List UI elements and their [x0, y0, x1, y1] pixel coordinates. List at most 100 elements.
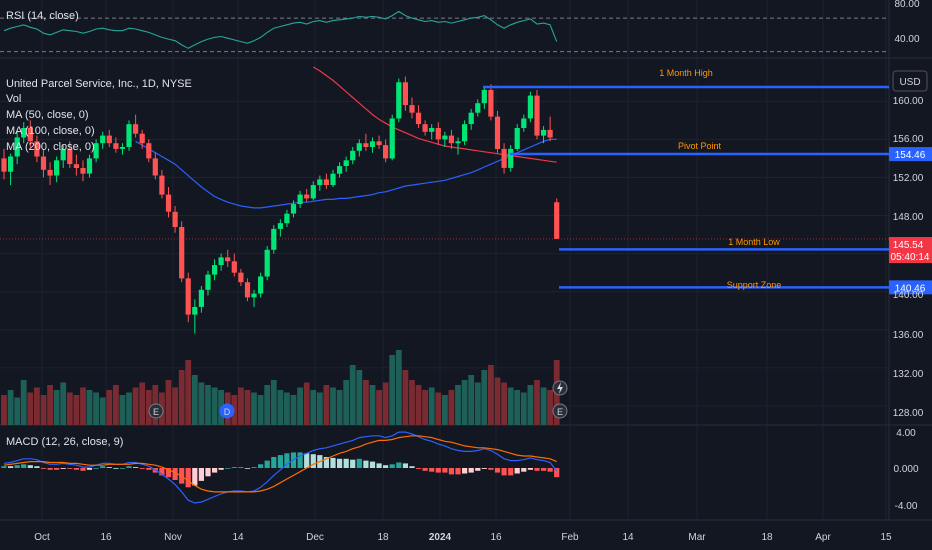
macd-histogram-bar	[225, 468, 231, 469]
volume-bar	[257, 395, 264, 425]
candle-body	[369, 141, 376, 147]
x-tick-label: 16	[100, 532, 112, 543]
x-tick-label: Oct	[34, 532, 50, 543]
symbol-legend[interactable]: United Parcel Service, Inc., 1D, NYSE	[6, 78, 192, 90]
macd-histogram-bar	[448, 468, 454, 475]
candle-body	[527, 95, 533, 119]
candle-body	[310, 185, 316, 199]
volume-bar	[172, 387, 178, 425]
volume-bars	[1, 350, 560, 425]
candle-body	[475, 103, 481, 113]
volume-bar	[468, 375, 475, 425]
macd-histogram-bar	[27, 465, 33, 468]
candle-body	[350, 150, 356, 161]
price-tick-label: 140.00	[893, 290, 924, 301]
candle-body	[54, 160, 60, 176]
volume-bar	[455, 385, 461, 425]
volume-bar	[165, 380, 172, 425]
macd-histogram-bar	[468, 468, 474, 473]
macd-signal-line	[3, 435, 557, 493]
volume-bar	[382, 382, 389, 425]
volume-bar	[119, 395, 126, 425]
ma100-legend[interactable]: MA (100, close, 0)	[6, 125, 95, 137]
candle-body	[258, 276, 264, 294]
volume-bar	[284, 392, 290, 425]
macd-histogram-bar	[527, 468, 533, 470]
volume-bar	[99, 397, 106, 425]
candle-body	[212, 265, 218, 275]
macd-histogram-bar	[429, 468, 435, 472]
candle-body	[277, 223, 283, 229]
macd-histogram-bar	[514, 468, 520, 474]
candle-body	[165, 194, 172, 212]
x-tick-label: Nov	[164, 532, 182, 543]
level-price-label: 140.46	[895, 283, 926, 294]
volume-bar	[178, 370, 185, 425]
candle-body	[304, 194, 310, 199]
currency-label: USD	[899, 77, 920, 88]
volume-bar	[244, 390, 251, 425]
volume-bar	[238, 387, 244, 425]
macd-histogram-bar	[323, 457, 329, 468]
volume-bar	[389, 355, 396, 425]
candle-body	[363, 143, 369, 147]
volume-bar	[547, 390, 553, 425]
macd-histogram-bar	[93, 468, 99, 469]
volume-bar	[205, 385, 211, 425]
volume-bar	[435, 392, 442, 425]
volume-bar	[53, 390, 60, 425]
rsi-line	[3, 10, 558, 49]
macd-legend[interactable]: MACD (12, 26, close, 9)	[6, 436, 123, 448]
macd-histogram-bar	[54, 468, 60, 470]
volume-bar	[251, 392, 257, 425]
volume-bar	[356, 370, 363, 425]
ma50-legend[interactable]: MA (50, close, 0)	[6, 109, 89, 121]
volume-bar	[428, 387, 435, 425]
volume-bar	[323, 385, 330, 425]
candle-body	[126, 124, 132, 147]
level-label: 1 Month Low	[728, 237, 780, 247]
candle-body	[86, 158, 93, 174]
candle-body	[146, 143, 152, 159]
volume-bar	[540, 387, 547, 425]
x-tick-label: Dec	[306, 532, 324, 543]
macd-histogram-bar	[389, 464, 395, 468]
macd-histogram-bar	[218, 468, 224, 470]
macd-histogram-bar	[139, 468, 145, 469]
rsi-tick-label: 80.00	[894, 0, 919, 10]
level-price-badge	[889, 147, 932, 162]
lightning-icon	[557, 382, 563, 394]
currency-badge[interactable]	[892, 70, 928, 92]
volume-bar	[86, 390, 93, 425]
macd-histogram-bar	[238, 467, 244, 468]
volume-bar	[488, 365, 494, 425]
rsi-tick-label: 40.00	[894, 34, 919, 45]
macd-histogram-bar	[192, 468, 198, 486]
candle-body	[218, 257, 224, 265]
macd-histogram-bar	[264, 460, 270, 468]
candle-body	[396, 82, 402, 119]
rsi-legend[interactable]: RSI (14, close)	[6, 10, 79, 22]
macd-histogram-bar	[165, 468, 172, 478]
level-label: Pivot Point	[678, 141, 722, 151]
candle-body	[297, 194, 303, 205]
candle-body	[139, 133, 145, 144]
ma200-legend[interactable]: MA (200, close, 0)	[6, 141, 95, 153]
candle-body	[448, 135, 454, 144]
volume-bar	[113, 385, 119, 425]
macd-histogram-bar	[475, 468, 481, 471]
volume-bar	[126, 392, 132, 425]
candle-body	[284, 213, 290, 224]
macd-histogram-bar	[47, 468, 53, 470]
vol-legend[interactable]: Vol	[6, 93, 21, 105]
rsi-pane	[0, 10, 889, 53]
volume-bar	[132, 387, 139, 425]
candle-body	[514, 128, 520, 149]
volume-bar	[514, 390, 521, 425]
price-tick-label: 148.00	[893, 212, 924, 223]
volume-bar	[198, 382, 205, 425]
volume-bar	[376, 390, 382, 425]
candle-body	[521, 118, 527, 128]
